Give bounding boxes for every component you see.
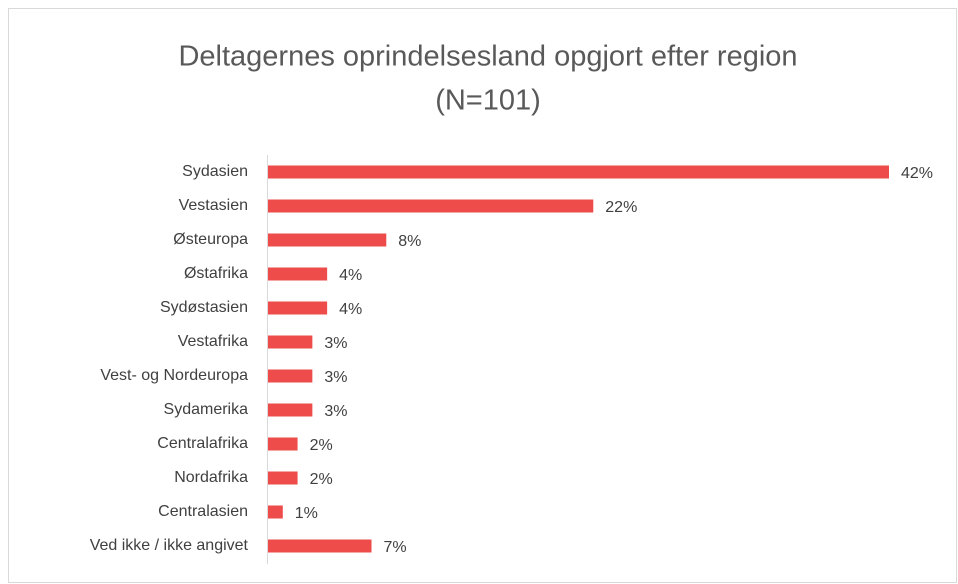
- value-label: 3%: [324, 403, 347, 420]
- bar: [268, 335, 313, 349]
- value-label: 8%: [398, 233, 421, 250]
- value-label: 4%: [339, 267, 362, 284]
- category-label: Centralafrika: [157, 435, 248, 452]
- chart-title: Deltagernes oprindelsesland opgjort efte…: [178, 41, 797, 73]
- bar: [268, 437, 298, 451]
- bar: [268, 267, 328, 281]
- bar: [268, 369, 313, 383]
- category-label: Vestasien: [179, 197, 248, 214]
- category-label: Vest- og Nordeuropa: [100, 367, 248, 384]
- category-label: Vestafrika: [178, 333, 248, 350]
- chart-frame: [8, 8, 957, 583]
- category-label: Centralasien: [158, 503, 248, 520]
- category-label: Østafrika: [184, 265, 248, 282]
- bar: [268, 199, 594, 213]
- category-label: Ved ikke / ikke angivet: [90, 537, 249, 554]
- value-label: 4%: [339, 301, 362, 318]
- category-label: Sydasien: [182, 163, 248, 180]
- value-label: 3%: [324, 335, 347, 352]
- bar: [268, 233, 387, 247]
- value-label: 2%: [310, 437, 333, 454]
- category-label: Østeuropa: [173, 231, 248, 248]
- bar: [268, 301, 328, 315]
- value-label: 1%: [295, 505, 318, 522]
- value-label: 2%: [310, 471, 333, 488]
- bar: [268, 403, 313, 417]
- category-label: Nordafrika: [174, 469, 248, 486]
- value-label: 22%: [605, 199, 637, 216]
- bar: [268, 505, 283, 519]
- category-label: Sydøstasien: [160, 299, 248, 316]
- chart-subtitle: (N=101): [435, 85, 541, 117]
- category-label: Sydamerika: [164, 401, 249, 418]
- bar: [268, 165, 889, 179]
- value-label: 42%: [901, 165, 933, 182]
- value-label: 7%: [384, 539, 407, 556]
- value-label: 3%: [324, 369, 347, 386]
- bar: [268, 471, 298, 485]
- bar: [268, 539, 372, 553]
